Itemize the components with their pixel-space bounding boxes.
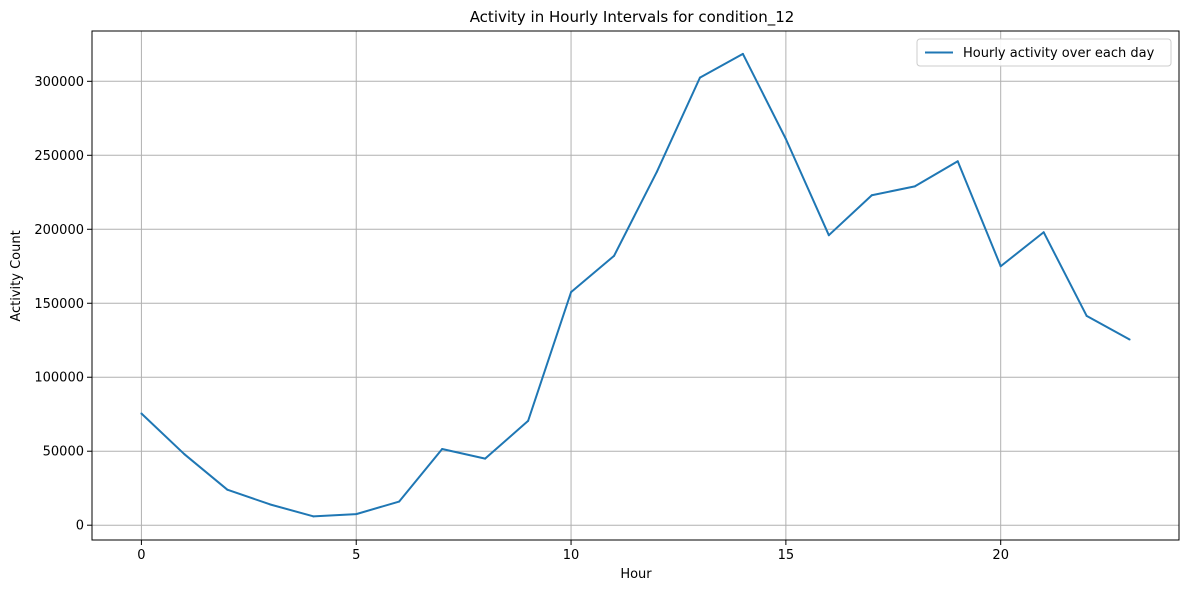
data-point	[827, 234, 830, 237]
data-point	[140, 412, 143, 415]
x-tick-label: 10	[563, 548, 580, 563]
data-point	[484, 457, 487, 460]
data-point	[312, 515, 315, 518]
data-point	[226, 488, 229, 491]
data-point	[784, 138, 787, 141]
plot-frame	[91, 30, 1180, 541]
data-point	[1085, 314, 1088, 317]
y-tick-label: 150000	[34, 297, 84, 312]
y-tick-label: 250000	[34, 149, 84, 164]
y-axis-label: Activity Count	[9, 230, 24, 321]
data-point	[570, 291, 573, 294]
y-tick-label: 50000	[43, 445, 84, 460]
data-point	[1042, 231, 1045, 234]
grid	[92, 31, 1179, 540]
y-tick-label: 300000	[34, 75, 84, 90]
x-tick-label: 20	[992, 548, 1009, 563]
legend: Hourly activity over each day	[916, 38, 1172, 67]
data-point	[527, 419, 530, 422]
data-point	[999, 265, 1002, 268]
y-tick-label: 200000	[34, 223, 84, 238]
x-tick-label: 15	[778, 548, 795, 563]
data-point	[956, 160, 959, 163]
data-point	[913, 185, 916, 188]
data-point	[741, 52, 744, 55]
data-point	[269, 503, 272, 506]
y-axis-ticks: 0 50000 100000 150000 200000 250000 300000	[34, 75, 92, 534]
x-axis-ticks: 0 5 10 15 20	[137, 540, 1009, 563]
legend-box	[916, 38, 1172, 67]
data-point	[870, 194, 873, 197]
x-axis-label: Hour	[620, 567, 652, 582]
data-point	[398, 500, 401, 503]
data-point	[613, 254, 616, 257]
data-point	[1128, 338, 1131, 341]
series-line	[140, 52, 1131, 518]
chart-title: Activity in Hourly Intervals for conditi…	[470, 8, 795, 27]
legend-label: Hourly activity over each day	[963, 46, 1155, 61]
x-tick-label: 5	[352, 548, 360, 563]
data-point	[355, 513, 358, 516]
y-tick-label: 100000	[34, 371, 84, 386]
data-point	[698, 76, 701, 79]
x-tick-label: 0	[137, 548, 145, 563]
data-point	[183, 453, 186, 456]
data-point	[441, 448, 444, 451]
data-point	[655, 170, 658, 173]
series-layer	[140, 52, 1131, 518]
y-tick-label: 0	[76, 519, 84, 534]
